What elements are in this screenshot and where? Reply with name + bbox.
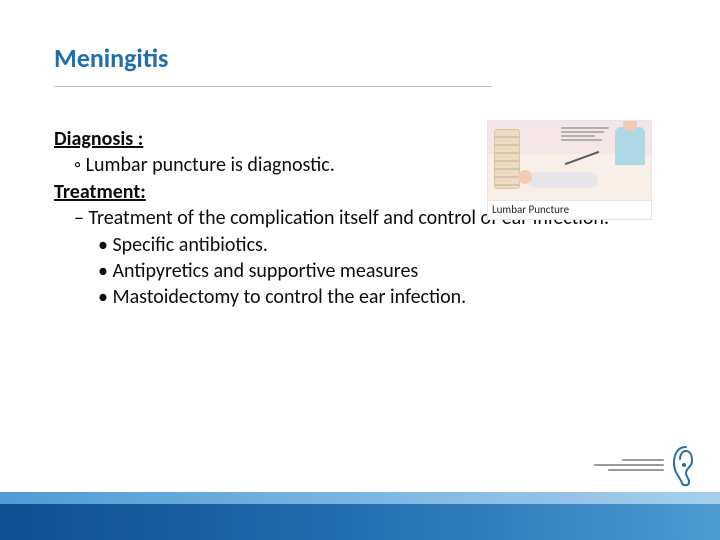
ear-icon (670, 443, 702, 487)
treatment-item: • Antipyretics and supportive measures (54, 258, 654, 284)
treatment-item: • Specific antibiotics. (54, 232, 654, 258)
patient-icon (528, 172, 598, 188)
title-underline (54, 86, 492, 87)
illustration-scene (488, 121, 651, 200)
treatment-item: • Mastoidectomy to control the ear infec… (54, 284, 654, 310)
nurse-icon (615, 127, 645, 165)
footer-band-light (0, 492, 720, 504)
spine-icon (494, 129, 520, 189)
callout-text (561, 125, 609, 153)
footer-band-main (0, 504, 720, 540)
lumbar-puncture-illustration: Lumbar Puncture (487, 120, 652, 220)
slide: Meningitis Diagnosis : ◦ Lumbar puncture… (0, 0, 720, 540)
logo-text-icon (594, 459, 664, 471)
page-title: Meningitis (54, 42, 168, 74)
illustration-caption: Lumbar Puncture (488, 200, 651, 219)
org-logo (582, 442, 702, 488)
